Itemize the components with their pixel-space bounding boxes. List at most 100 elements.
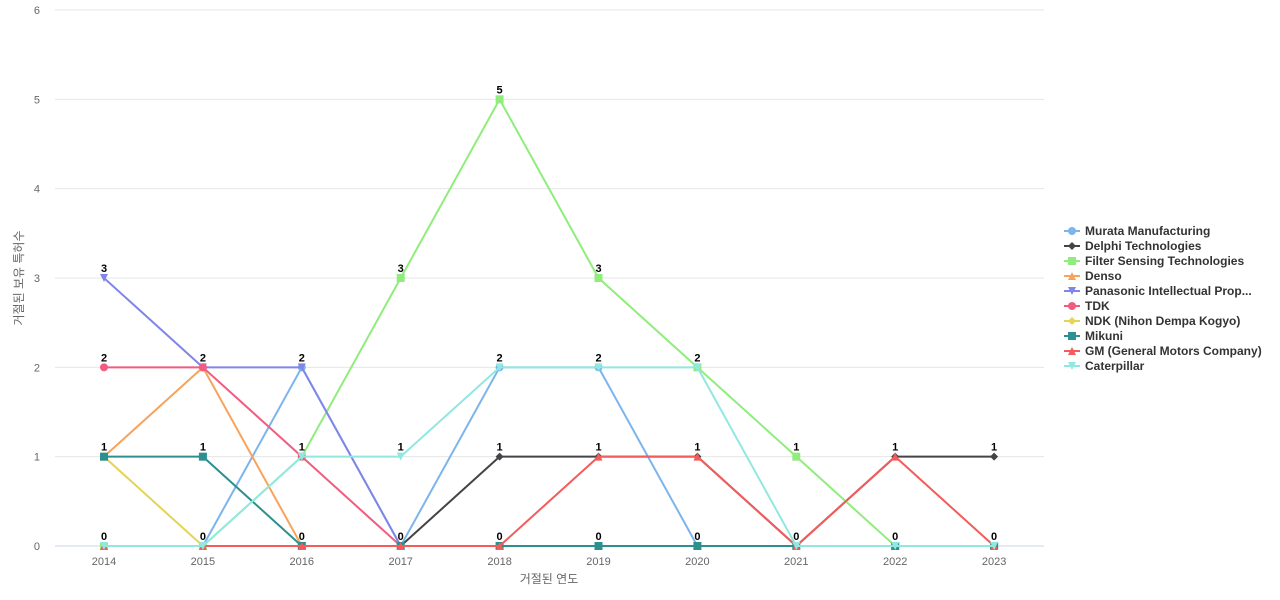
- data-point: [792, 452, 801, 461]
- data-point: [100, 542, 108, 550]
- data-point: [396, 542, 405, 550]
- legend-item: NDK (Nihon Dempa Kogyo): [1064, 314, 1240, 328]
- data-point: [594, 452, 603, 461]
- data-point: [594, 274, 603, 282]
- y-tick-label: 0: [34, 541, 40, 553]
- series-8: [100, 452, 999, 550]
- legend-marker: [1068, 332, 1076, 340]
- data-label: 0: [991, 531, 997, 543]
- series-line: [103, 455, 996, 547]
- data-label: 1: [694, 442, 700, 454]
- data-point: [198, 542, 207, 550]
- y-tick-label: 1: [34, 452, 40, 464]
- legend-marker: [1068, 347, 1076, 355]
- data-label: 2: [694, 352, 700, 364]
- data-label: 1: [793, 442, 799, 454]
- x-tick-label: 2017: [388, 556, 412, 568]
- data-point: [495, 95, 504, 104]
- legend-label: Murata Manufacturing: [1085, 224, 1210, 238]
- data-label: 3: [101, 263, 107, 275]
- data-label: 1: [497, 442, 503, 454]
- data-label: 2: [595, 352, 601, 364]
- series-4: [100, 274, 999, 550]
- x-tick-label: 2021: [784, 556, 808, 568]
- x-tick-label: 2022: [883, 556, 907, 568]
- data-point: [594, 542, 603, 550]
- data-label: 0: [497, 531, 503, 543]
- legend-marker: [1068, 257, 1076, 265]
- data-point: [297, 542, 306, 550]
- grid-layer: [55, 9, 1044, 547]
- legend-marker: [1068, 227, 1076, 235]
- data-label: 1: [299, 442, 305, 454]
- legend-marker: [1068, 302, 1076, 310]
- legend-item: Denso: [1064, 269, 1122, 283]
- data-point: [198, 452, 207, 461]
- legend-marker: [1068, 242, 1076, 250]
- data-point: [100, 274, 108, 282]
- x-tick-label: 2015: [191, 556, 215, 568]
- data-label: 0: [101, 531, 107, 543]
- data-label: 1: [595, 442, 601, 454]
- x-tick-label: 2018: [487, 556, 511, 568]
- data-label: 1: [892, 442, 898, 454]
- legend-label: Denso: [1085, 269, 1122, 283]
- data-label: 0: [595, 531, 601, 543]
- data-label: 2: [200, 352, 206, 364]
- data-point: [792, 542, 801, 550]
- data-label: 0: [793, 531, 799, 543]
- data-point: [891, 542, 900, 550]
- series-layer: [100, 95, 999, 550]
- x-tick-label: 2014: [92, 556, 116, 568]
- data-label: 3: [398, 263, 404, 275]
- data-point: [198, 363, 207, 372]
- data-label: 0: [299, 531, 305, 543]
- y-tick-label: 3: [34, 273, 40, 285]
- legend-item: Filter Sensing Technologies: [1064, 254, 1244, 268]
- data-point: [990, 542, 999, 550]
- data-label: 1: [991, 442, 997, 454]
- series-line: [103, 366, 996, 547]
- x-tick-label: 2019: [586, 556, 610, 568]
- data-point: [100, 363, 108, 372]
- data-point: [297, 452, 306, 461]
- legend-label: Filter Sensing Technologies: [1085, 254, 1244, 268]
- data-point: [495, 542, 504, 550]
- data-point: [100, 452, 108, 461]
- legend-marker: [1068, 272, 1076, 280]
- legend-label: Mikuni: [1085, 329, 1123, 343]
- x-tick-label: 2023: [982, 556, 1006, 568]
- data-point: [396, 452, 405, 461]
- data-label: 2: [299, 352, 305, 364]
- legend-item: Murata Manufacturing: [1064, 224, 1210, 238]
- data-label: 1: [200, 442, 206, 454]
- data-point: [495, 452, 504, 461]
- legend-label: TDK: [1085, 299, 1110, 313]
- series-9: [100, 363, 999, 550]
- data-label: 2: [497, 352, 503, 364]
- legend-item: GM (General Motors Company): [1064, 344, 1262, 358]
- data-point: [693, 542, 702, 550]
- series-line: [103, 98, 996, 547]
- legend-label: Delphi Technologies: [1085, 239, 1202, 253]
- data-label: 0: [892, 531, 898, 543]
- data-point: [396, 274, 405, 282]
- y-axis-title: 거절된 보유 특허수: [12, 231, 26, 326]
- legend-item: Panasonic Intellectual Prop...: [1064, 284, 1252, 298]
- legend-label: Caterpillar: [1085, 359, 1145, 373]
- series-2: [100, 95, 999, 550]
- legend-marker: [1068, 362, 1076, 370]
- data-point: [297, 363, 306, 372]
- data-label: 0: [200, 531, 206, 543]
- data-label-layer: 3 2 1 0 2 1 0 2 1 0 3 1 0 5 2 1 0 3 2 1 0 2 1 0 1 0 1 0 1 0: [101, 84, 997, 543]
- y-tick-label: 4: [34, 184, 40, 196]
- x-axis-title: 거절된 연도: [520, 572, 579, 586]
- data-label: 0: [398, 531, 404, 543]
- legend-item: Mikuni: [1064, 329, 1123, 343]
- data-label: 0: [694, 531, 700, 543]
- data-point: [693, 363, 702, 372]
